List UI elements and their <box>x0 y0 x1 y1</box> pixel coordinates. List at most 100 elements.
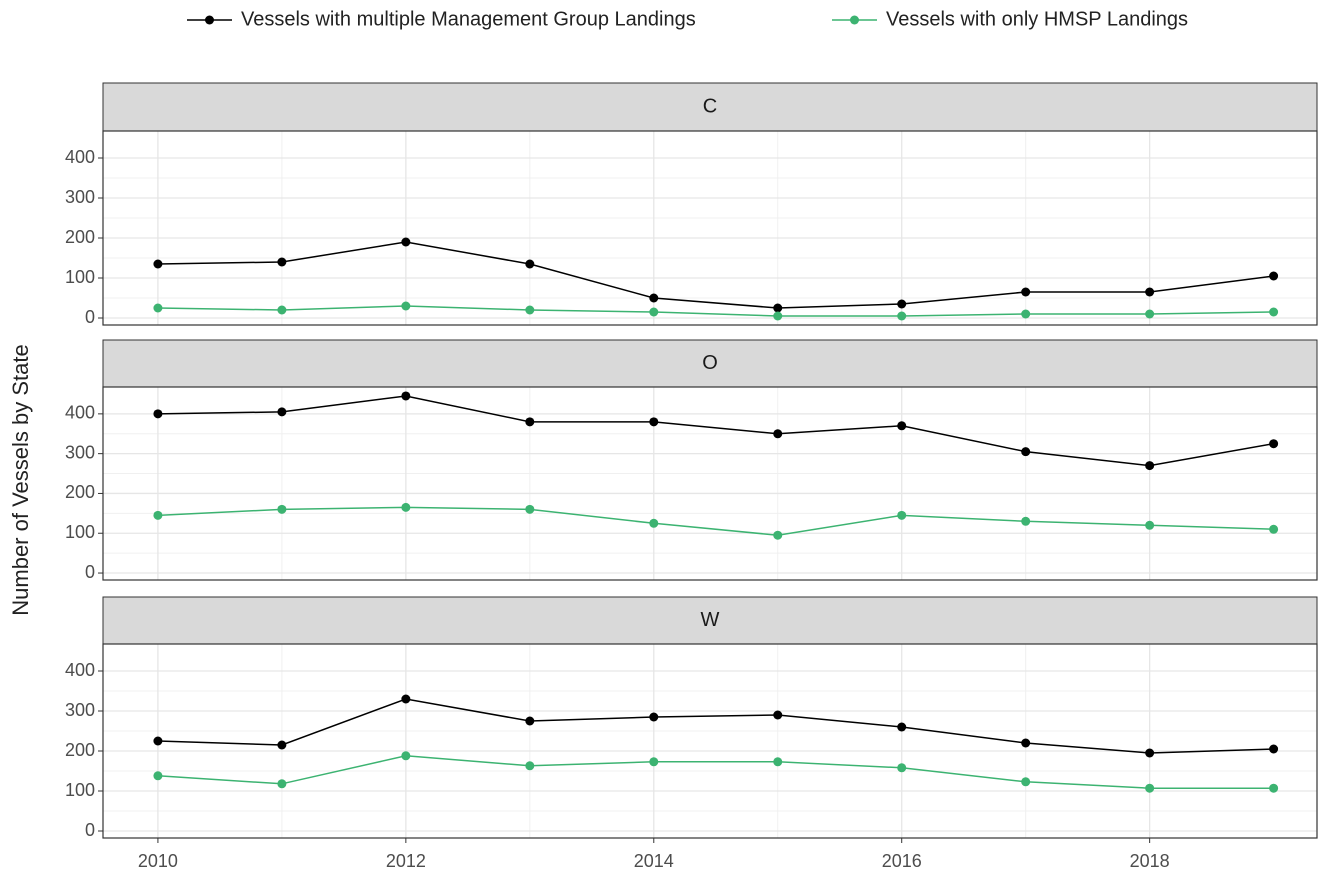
data-point <box>277 779 287 789</box>
x-tick-label: 2014 <box>634 851 674 871</box>
data-point <box>153 259 163 269</box>
series-line <box>157 241 1274 309</box>
data-point <box>897 299 907 309</box>
data-point <box>1021 777 1031 787</box>
y-tick-label: 0 <box>85 307 95 327</box>
facet-strip <box>102 339 1318 388</box>
data-point <box>525 716 535 726</box>
y-tick-label: 100 <box>65 267 95 287</box>
data-point <box>897 311 907 321</box>
data-point <box>649 307 659 317</box>
data-point <box>1145 783 1155 793</box>
data-point <box>773 530 783 540</box>
data-point <box>401 301 411 311</box>
data-point <box>277 407 287 417</box>
x-tick-label: 2012 <box>386 851 426 871</box>
series-line <box>157 395 1274 467</box>
series-line <box>157 305 1274 317</box>
data-point <box>1269 744 1279 754</box>
data-point <box>277 740 287 750</box>
data-point <box>773 303 783 313</box>
data-point <box>1145 309 1155 319</box>
facet-title: C <box>703 95 717 117</box>
data-point <box>773 429 783 439</box>
legend-label: Vessels with only HMSP Landings <box>886 8 1188 30</box>
data-point <box>401 694 411 704</box>
data-point <box>1021 516 1031 526</box>
x-tick-label: 2010 <box>138 851 178 871</box>
y-tick-label: 0 <box>85 562 95 582</box>
data-point <box>1269 524 1279 534</box>
data-point <box>153 409 163 419</box>
y-tick-label: 400 <box>65 147 95 167</box>
series-line <box>157 506 1274 536</box>
legend-marker <box>850 15 859 25</box>
data-point <box>649 712 659 722</box>
panel-border <box>102 386 1318 581</box>
data-point <box>1021 447 1031 457</box>
x-tick-label: 2016 <box>882 851 922 871</box>
data-point <box>1269 783 1279 793</box>
y-tick-label: 0 <box>85 820 95 840</box>
facet-strip <box>102 596 1318 645</box>
facet-strip <box>102 82 1318 132</box>
y-tick-label: 100 <box>65 780 95 800</box>
data-point <box>153 303 163 313</box>
y-axis-label: Number of Vessels by State <box>8 344 33 615</box>
data-point <box>153 736 163 746</box>
data-point <box>1269 271 1279 281</box>
data-point <box>1145 461 1155 471</box>
data-point <box>277 257 287 267</box>
data-point <box>277 305 287 315</box>
data-point <box>649 293 659 303</box>
facet-title: O <box>702 352 718 374</box>
data-point <box>525 417 535 427</box>
panel-border <box>102 130 1318 326</box>
y-tick-label: 300 <box>65 700 95 720</box>
y-tick-label: 300 <box>65 442 95 462</box>
data-point <box>401 751 411 761</box>
data-point <box>897 722 907 732</box>
data-point <box>525 305 535 315</box>
data-point <box>1269 439 1279 449</box>
data-point <box>1145 520 1155 530</box>
data-point <box>1269 307 1279 317</box>
data-point <box>153 771 163 781</box>
legend-label: Vessels with multiple Management Group L… <box>241 8 696 30</box>
series-line <box>157 698 1274 754</box>
data-point <box>773 311 783 321</box>
data-point <box>897 763 907 773</box>
data-point <box>1021 738 1031 748</box>
data-point <box>1145 287 1155 297</box>
data-point <box>525 504 535 514</box>
data-point <box>773 710 783 720</box>
data-point <box>525 259 535 269</box>
series-line <box>157 755 1274 789</box>
data-point <box>401 502 411 512</box>
data-point <box>401 391 411 401</box>
data-point <box>649 518 659 528</box>
data-point <box>401 237 411 247</box>
y-tick-label: 200 <box>65 740 95 760</box>
data-point <box>1021 309 1031 319</box>
y-tick-label: 100 <box>65 522 95 542</box>
y-tick-label: 400 <box>65 403 95 423</box>
x-tick-label: 2018 <box>1130 851 1170 871</box>
data-point <box>649 757 659 767</box>
facet-title: W <box>701 609 720 631</box>
data-point <box>897 510 907 520</box>
y-tick-label: 200 <box>65 482 95 502</box>
data-point <box>1145 748 1155 758</box>
legend-marker <box>205 15 214 25</box>
data-point <box>525 761 535 771</box>
y-tick-label: 200 <box>65 227 95 247</box>
y-tick-label: 400 <box>65 660 95 680</box>
data-point <box>277 504 287 514</box>
data-point <box>773 757 783 767</box>
data-point <box>153 510 163 520</box>
data-point <box>1021 287 1031 297</box>
data-point <box>897 421 907 431</box>
data-point <box>649 417 659 427</box>
